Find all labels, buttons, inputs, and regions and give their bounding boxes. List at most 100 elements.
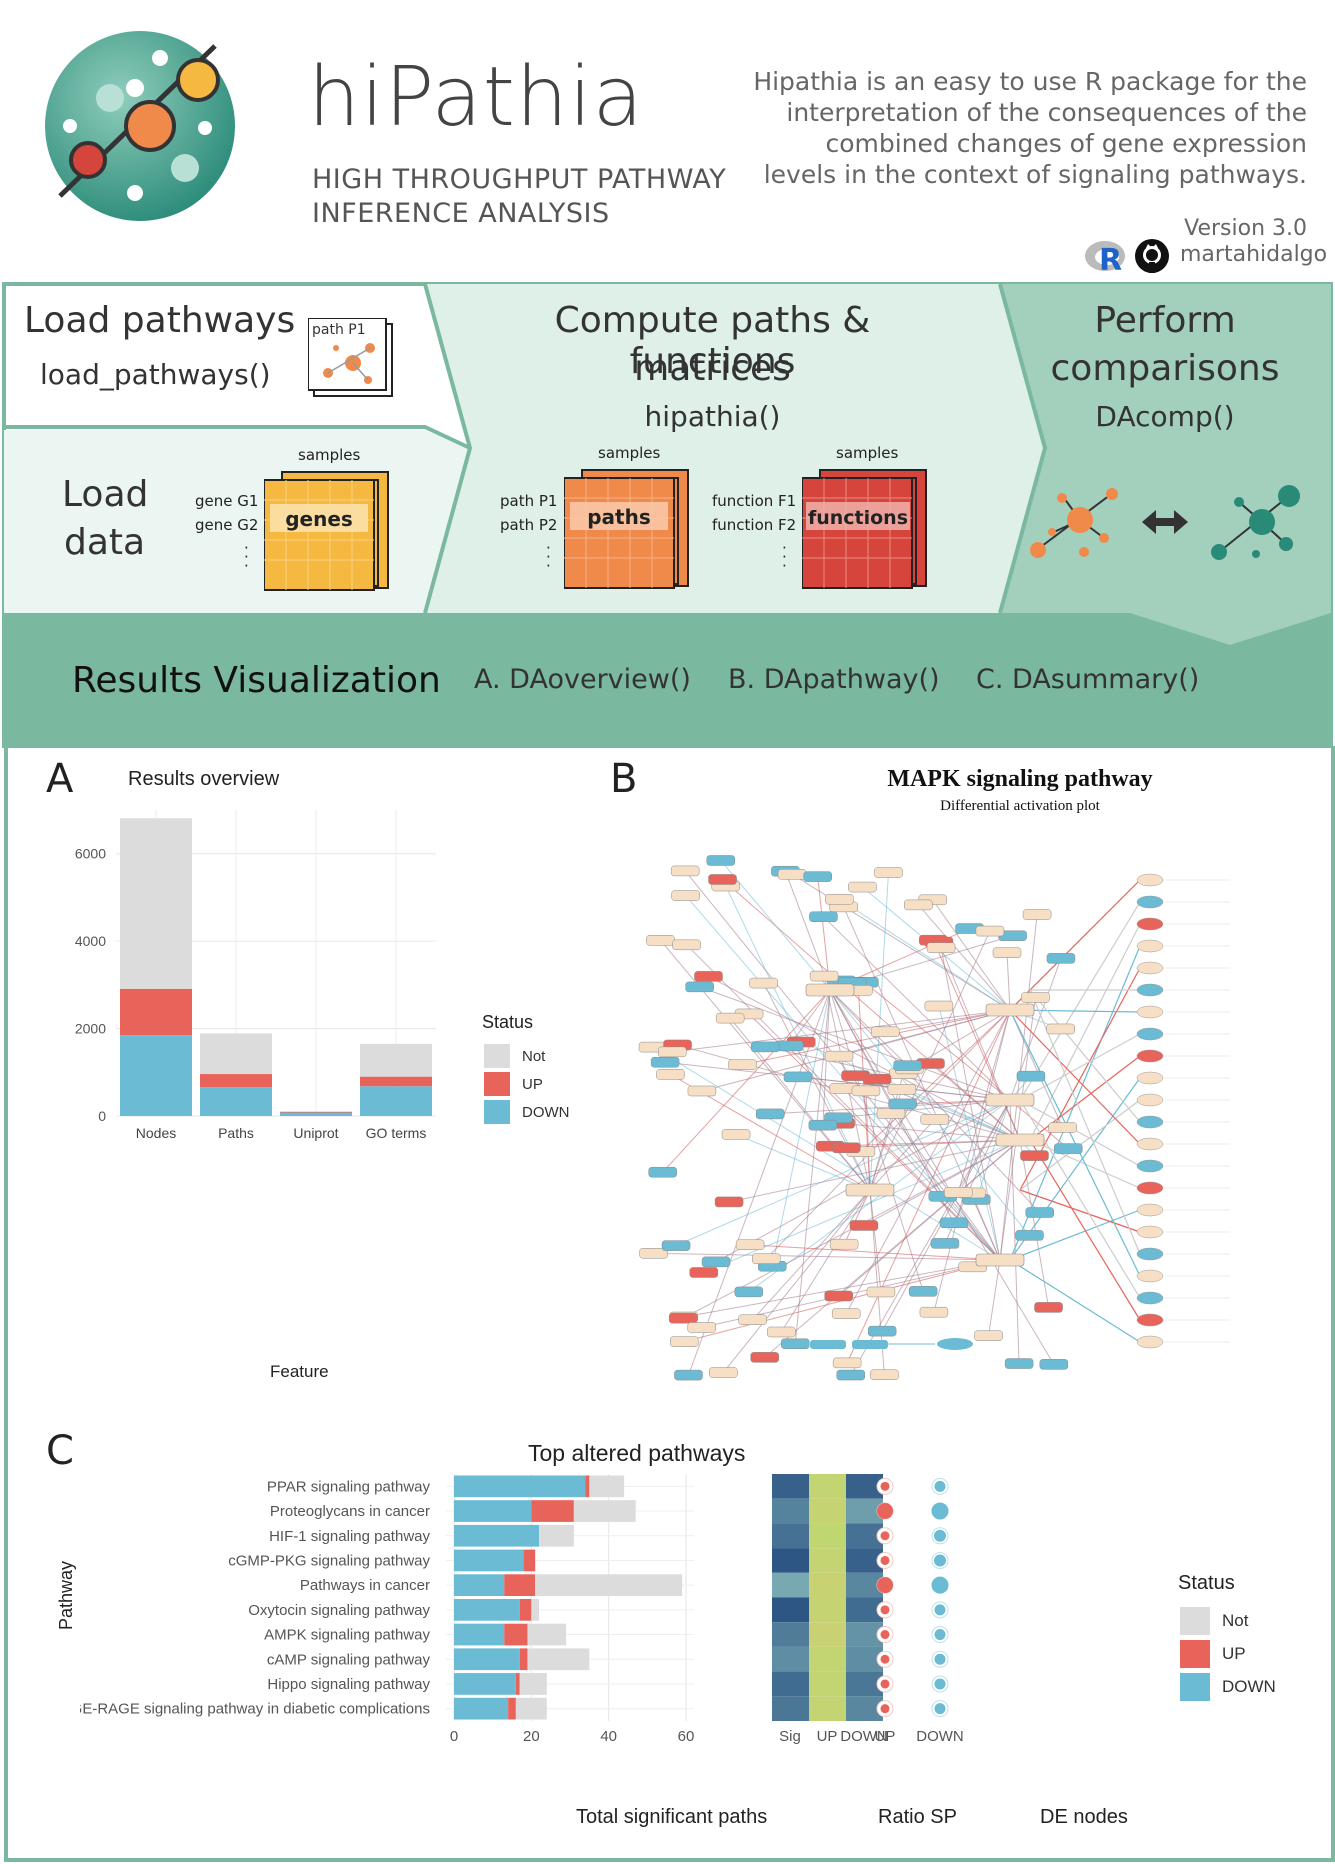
heatmap-cell — [772, 1646, 809, 1672]
heatmap-cell — [809, 1622, 846, 1647]
results-visualization-title: Results Visualization — [72, 660, 441, 701]
edge — [1009, 1009, 1064, 1128]
bar-down — [454, 1475, 586, 1498]
version-label: Version 3.0 — [1184, 216, 1307, 241]
node — [738, 1314, 767, 1325]
heatmap-cell — [809, 1498, 846, 1524]
edge — [764, 1139, 1021, 1358]
node — [829, 1238, 859, 1250]
node — [824, 1050, 854, 1062]
heatmap-cell — [809, 1696, 846, 1721]
edge — [940, 947, 1001, 1261]
edge — [829, 989, 1030, 1236]
node — [848, 881, 877, 893]
panel-b-letter: B — [610, 756, 638, 802]
node — [1136, 1049, 1164, 1063]
edge — [683, 1259, 1001, 1318]
node — [1136, 1027, 1164, 1041]
bar-not — [519, 1673, 547, 1695]
legend-c: Not UP DOWN — [1180, 1604, 1276, 1703]
pathway-label: PPAR signaling pathway — [267, 1478, 431, 1495]
edge — [917, 904, 1011, 1011]
edge — [752, 1189, 871, 1321]
edge — [932, 939, 1021, 1141]
bar-not — [120, 818, 192, 989]
compute-title-1: Compute paths & functions — [554, 300, 871, 382]
node — [937, 1338, 973, 1350]
edge — [869, 1189, 882, 1293]
path-row-2: path P2 — [500, 516, 558, 534]
load-data-title-2: data — [64, 522, 146, 563]
edge — [1029, 1139, 1141, 1321]
bar-up — [280, 1111, 352, 1113]
node — [687, 1085, 717, 1097]
chart-c-title: Top altered pathways — [528, 1440, 746, 1466]
bar-not — [527, 1648, 590, 1671]
node — [831, 1308, 861, 1319]
r-logo-icon[interactable]: R — [1084, 236, 1126, 278]
chart-a-xlabel: Feature — [270, 1362, 329, 1381]
heatmap-cell — [772, 1523, 809, 1549]
node — [1136, 1335, 1164, 1349]
edge — [1009, 1099, 1069, 1149]
svg-text:functions: functions — [808, 507, 908, 529]
heatmap-cell — [809, 1671, 846, 1697]
node — [657, 1046, 687, 1058]
node — [831, 1142, 861, 1153]
heatmap-cell — [809, 1523, 846, 1549]
bar-down — [454, 1574, 505, 1597]
node — [1136, 873, 1164, 887]
bar-up — [504, 1623, 528, 1646]
edge — [1029, 989, 1141, 1123]
edge — [708, 975, 1021, 1141]
node — [939, 1217, 969, 1229]
node — [904, 899, 933, 911]
node — [867, 1325, 897, 1337]
node — [750, 1352, 779, 1363]
node — [755, 1108, 785, 1120]
node — [1136, 1137, 1164, 1151]
de-down-point — [934, 1480, 946, 1492]
node — [930, 1238, 960, 1249]
github-icon[interactable] — [1134, 238, 1170, 274]
subtitle-line-1: HIGH THROUGHPUT PATHWAY — [312, 164, 727, 195]
edge — [930, 1063, 1021, 1141]
ratio-sp-label: Ratio SP — [878, 1806, 957, 1828]
edge — [823, 916, 1011, 1101]
node — [975, 925, 1005, 937]
paths-matrix-icon: paths — [564, 469, 689, 589]
edge — [975, 1099, 1011, 1200]
node — [1034, 1302, 1063, 1313]
bar-down — [360, 1086, 432, 1116]
node — [851, 1085, 881, 1097]
heatmap-cell — [809, 1572, 846, 1598]
pathway-network-graph[interactable] — [630, 840, 1250, 1420]
pathway-label: Oxytocin signaling pathway — [248, 1602, 430, 1619]
ellipsis-icon: · · · — [244, 539, 249, 575]
node — [1136, 1005, 1164, 1019]
edge — [1019, 1033, 1141, 1101]
function-row-2: function F2 — [712, 516, 797, 534]
node — [849, 1220, 879, 1231]
node — [825, 893, 854, 905]
de-up-point — [880, 1605, 890, 1615]
edge — [662, 989, 831, 1173]
pathway-file-icon: path P1 — [307, 317, 394, 398]
bar-not — [573, 1500, 636, 1522]
node — [767, 1326, 796, 1338]
edge — [1009, 1009, 1141, 1277]
heatmap-cell — [809, 1474, 846, 1499]
node — [1025, 1207, 1055, 1218]
pathway-title: MAPK signaling pathway — [887, 766, 1153, 792]
bar-down — [454, 1697, 509, 1720]
heatmap-col-label: Sig — [779, 1728, 801, 1745]
description-line: interpretation of the consequences of th… — [786, 98, 1307, 127]
heatmap-cell — [772, 1597, 809, 1623]
legend-swatch — [1180, 1639, 1210, 1668]
author-link[interactable]: martahidalgo — [1180, 242, 1328, 267]
node — [870, 1369, 899, 1381]
node — [887, 1084, 917, 1095]
ellipsis-icon: · · · — [782, 539, 787, 575]
node — [656, 1069, 685, 1080]
bar-up — [200, 1074, 272, 1088]
